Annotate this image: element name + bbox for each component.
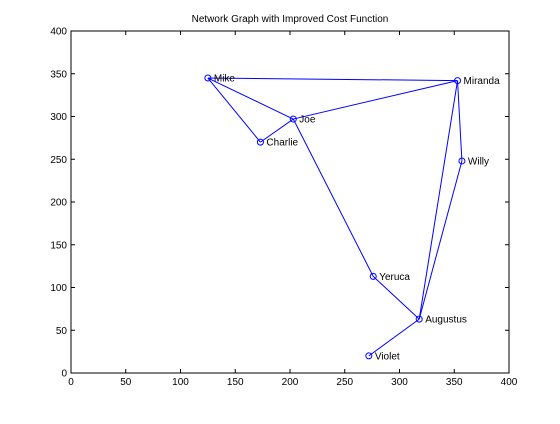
node-marker-violet: [365, 352, 373, 360]
node-marker-augustus: [415, 315, 423, 323]
edge-augustus-willy: [418, 160, 463, 320]
x-tick-label: 400: [501, 377, 518, 388]
y-tick-label: 350: [50, 69, 67, 80]
node-label-yeruca: Yeruca: [379, 272, 410, 283]
chart-title: Network Graph with Improved Cost Functio…: [192, 14, 389, 25]
y-tick-label: 100: [50, 283, 67, 294]
node-label-joe: Joe: [299, 115, 316, 126]
edge-joe-miranda: [293, 80, 458, 120]
edge-yeruca-augustus: [372, 276, 420, 320]
edges: [207, 77, 463, 357]
x-tick-label: 50: [120, 377, 132, 388]
x-tick-label: 100: [172, 377, 189, 388]
x-tick-label: 150: [227, 377, 244, 388]
x-tick-label: 350: [446, 377, 463, 388]
y-tick-label: 400: [50, 27, 67, 38]
node-marker-mike: [204, 74, 212, 82]
edge-mike-charlie: [207, 77, 261, 143]
edge-willy-miranda: [457, 80, 463, 161]
node-marker-yeruca: [369, 272, 377, 280]
edge-augustus-violet: [368, 318, 420, 357]
x-tick-label: 250: [336, 377, 353, 388]
node-label-charlie: Charlie: [266, 138, 298, 149]
x-tick-label: 0: [68, 377, 74, 388]
edge-mike-miranda: [207, 77, 458, 82]
x-tick-label: 300: [391, 377, 408, 388]
y-tick-label: 300: [50, 112, 67, 123]
node-marker-joe: [289, 115, 297, 123]
node-label-augustus: Augustus: [425, 315, 467, 326]
edge-charlie-joe: [260, 118, 294, 143]
y-tick-label: 250: [50, 155, 67, 166]
node-label-violet: Violet: [375, 351, 400, 362]
node-labels: Mike Miranda Joe Charlie Willy Yeruca Augustus…: [214, 74, 500, 363]
axes: 0 50 100 150 200 250 300 350 400 0 50 100 150 200 250 3…: [50, 27, 517, 389]
node-label-miranda: Miranda: [464, 76, 501, 87]
y-tick-label: 50: [56, 326, 68, 337]
node-marker-miranda: [454, 77, 462, 85]
node-label-mike: Mike: [214, 74, 236, 85]
node-marker-charlie: [256, 138, 264, 146]
y-tick-label: 0: [61, 369, 67, 380]
edge-augustus-miranda: [418, 80, 459, 320]
node-marker-willy: [458, 157, 466, 165]
y-tick-label: 200: [50, 198, 67, 209]
edge-mike-joe: [207, 77, 294, 120]
nodes: [204, 74, 466, 360]
edge-joe-yeruca: [292, 118, 374, 277]
node-label-willy: Willy: [468, 156, 489, 167]
x-tick-label: 200: [282, 377, 299, 388]
y-tick-label: 150: [50, 240, 67, 251]
